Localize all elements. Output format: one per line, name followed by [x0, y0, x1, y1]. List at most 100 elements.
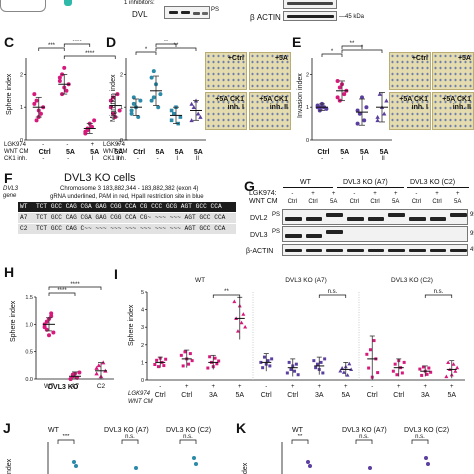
panel-e-ck1: - - I II: [321, 156, 385, 162]
data-point: [285, 371, 289, 375]
data-point: [32, 101, 37, 106]
blot-band: [326, 249, 343, 252]
data-point: [296, 373, 300, 377]
panel-letter-d: D: [106, 34, 117, 50]
panel-g-group-c2: DVL3 KO (C2): [410, 179, 456, 186]
wnt-value: Ctrl: [367, 392, 378, 399]
panel-i-row-labels: LGK974 WNT CM: [128, 391, 153, 405]
blot-band: [429, 249, 447, 252]
lgk-value: -: [371, 384, 373, 390]
data-point: [341, 370, 346, 374]
panel-g-row-dvl3: DVL3: [250, 232, 268, 239]
data-point: [191, 105, 196, 109]
significance-label: n.s.: [125, 434, 135, 440]
panel-letter-k: K: [236, 420, 247, 436]
group-title: DVL3 KO (A7): [285, 277, 327, 284]
data-point: [324, 106, 329, 111]
data-point: [117, 108, 122, 113]
data-point: [153, 363, 157, 367]
data-point: [312, 359, 316, 363]
data-point: [315, 362, 319, 366]
data-point: [347, 361, 352, 366]
data-point: [51, 330, 56, 335]
lane-wnt: Ctrl: [411, 199, 422, 205]
y-tick-label: 1.0: [25, 322, 33, 328]
data-point: [294, 362, 298, 366]
data-point: [77, 370, 82, 375]
blot-band: [285, 234, 302, 238]
data-point: [49, 311, 54, 316]
lane-wnt: Ctrl: [287, 199, 297, 205]
x-tick-label: A7: [71, 383, 79, 390]
significance-bracket: [63, 43, 91, 47]
lgk-value: -: [159, 384, 161, 390]
data-point: [335, 78, 340, 83]
data-point: [355, 121, 360, 126]
x-tick-label: WT: [44, 383, 54, 390]
data-point: [453, 369, 458, 373]
panel-g-marker-95b: 95: [470, 231, 474, 237]
lane-label: +5A: [385, 190, 406, 206]
top-right-blot: [283, 0, 337, 9]
blot-band: [285, 249, 302, 252]
significance-bracket: [341, 49, 383, 53]
teal-legend-mark: [64, 0, 72, 6]
blot-band: [326, 213, 343, 217]
significance-label: ****: [85, 51, 95, 57]
panel-g-blot-dvl3: [282, 226, 468, 242]
blot-band: [388, 213, 405, 217]
lgk-value: +: [185, 384, 189, 390]
data-point: [189, 101, 194, 106]
data-point: [111, 111, 116, 116]
lgk-value: +: [291, 384, 295, 390]
wnt-value: 3A: [315, 392, 324, 399]
data-point: [335, 95, 340, 100]
data-point: [239, 320, 244, 325]
data-point: [189, 118, 194, 123]
y-tick-label: 2: [120, 72, 123, 78]
data-point: [337, 85, 342, 90]
data-point: [206, 366, 210, 370]
data-point: [74, 464, 78, 468]
data-point: [427, 366, 431, 370]
data-point: [208, 355, 212, 359]
data-point: [57, 78, 62, 83]
y-tick-label: 4: [141, 308, 144, 314]
data-point: [455, 365, 460, 370]
seq-row-wt: WT TCT GCC CAG CGA GAG CGG CCA CG CCC GCG…: [18, 202, 236, 212]
data-point: [293, 369, 297, 373]
data-point: [149, 75, 154, 80]
panel-g-blot-dvl2: [282, 209, 468, 225]
significance-label: **: [224, 289, 229, 295]
panel-j-ylabel: ndex: [6, 458, 13, 474]
data-point: [321, 371, 325, 375]
data-point: [424, 456, 428, 460]
data-point: [156, 105, 161, 110]
blot-band: [409, 249, 426, 252]
significance-label: ****: [70, 282, 80, 288]
data-point: [96, 363, 101, 368]
lane-lgk: +: [331, 191, 336, 197]
panel-letter-j: J: [3, 420, 11, 436]
lane-label: + Ctrl: [303, 190, 324, 206]
data-point: [418, 367, 422, 371]
panel-d-image-ctrl: +Ctrl: [205, 52, 247, 90]
panel-d-chart: 012*****: [120, 40, 206, 144]
data-point: [444, 374, 449, 379]
data-point: [349, 367, 354, 372]
lane-lgk: +: [373, 191, 377, 197]
inhibitors-text: 1 inhibitors:: [124, 0, 155, 6]
panel-g-dvl3-p: PS: [272, 229, 281, 235]
data-point: [32, 92, 37, 97]
lane-wnt: 5A: [330, 199, 338, 205]
panel-j-group-c2: DVL3 KO (C2): [166, 427, 212, 434]
blot-band: [409, 217, 426, 221]
y-tick-label: 3: [141, 325, 144, 331]
panel-k-group-c2: DVL3 KO (C2): [404, 427, 450, 434]
lane-label: - Ctrl: [282, 190, 303, 206]
data-point: [68, 377, 73, 381]
data-point: [421, 365, 425, 369]
data-point: [169, 108, 174, 113]
panel-d-image-ck1-ii: +5A CK1 inh. II: [249, 92, 291, 130]
data-point: [108, 105, 113, 110]
